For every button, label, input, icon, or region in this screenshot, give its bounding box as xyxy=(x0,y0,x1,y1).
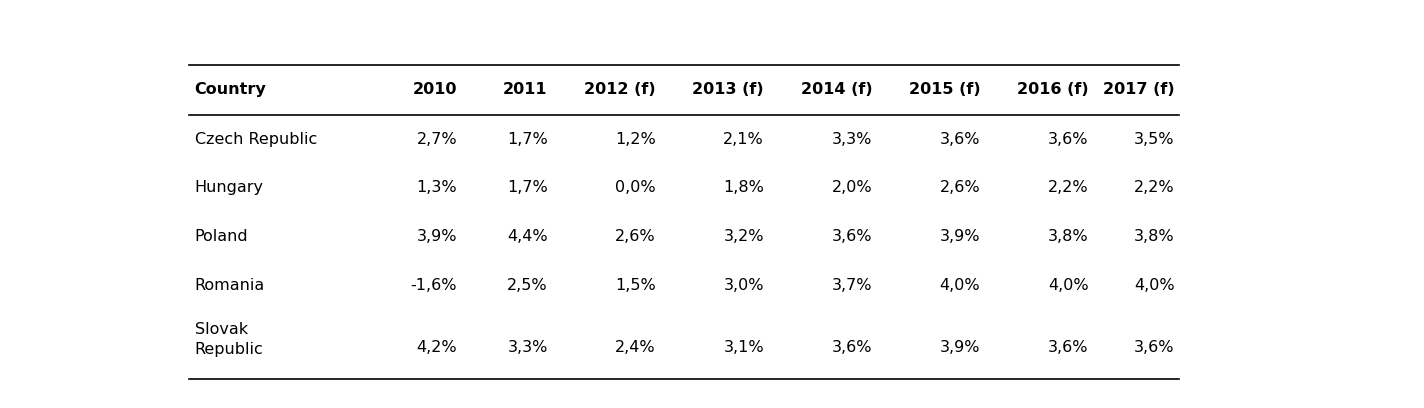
Text: 2,1%: 2,1% xyxy=(723,132,765,147)
Text: 1,2%: 1,2% xyxy=(615,132,656,147)
Text: 0,0%: 0,0% xyxy=(615,180,656,195)
Text: 3,8%: 3,8% xyxy=(1134,229,1175,244)
Text: 2014 (f): 2014 (f) xyxy=(800,82,871,97)
Text: Romania: Romania xyxy=(195,278,265,293)
Text: 1,3%: 1,3% xyxy=(417,180,457,195)
Text: 3,6%: 3,6% xyxy=(1048,340,1088,355)
Text: Country: Country xyxy=(195,82,266,97)
Text: 3,9%: 3,9% xyxy=(940,229,980,244)
Text: 2017 (f): 2017 (f) xyxy=(1104,82,1175,97)
Text: 3,8%: 3,8% xyxy=(1048,229,1088,244)
Text: 2,6%: 2,6% xyxy=(940,180,980,195)
Text: 3,3%: 3,3% xyxy=(507,340,548,355)
Text: Hungary: Hungary xyxy=(195,180,263,195)
Text: 2010: 2010 xyxy=(413,82,457,97)
Text: Poland: Poland xyxy=(195,229,248,244)
Text: -1,6%: -1,6% xyxy=(410,278,457,293)
Text: 2,4%: 2,4% xyxy=(615,340,656,355)
Text: 3,1%: 3,1% xyxy=(723,340,765,355)
Text: 1,8%: 1,8% xyxy=(723,180,765,195)
Text: 3,6%: 3,6% xyxy=(832,340,871,355)
Text: 2012 (f): 2012 (f) xyxy=(584,82,656,97)
Text: 1,5%: 1,5% xyxy=(615,278,656,293)
Text: 2,0%: 2,0% xyxy=(832,180,871,195)
Text: 3,9%: 3,9% xyxy=(940,340,980,355)
Text: 1,7%: 1,7% xyxy=(507,180,548,195)
Text: 2013 (f): 2013 (f) xyxy=(692,82,765,97)
Text: 3,5%: 3,5% xyxy=(1134,132,1175,147)
Text: 2011: 2011 xyxy=(503,82,548,97)
Text: 3,0%: 3,0% xyxy=(723,278,765,293)
Text: 2,6%: 2,6% xyxy=(615,229,656,244)
Text: 4,0%: 4,0% xyxy=(1134,278,1175,293)
Text: 2016 (f): 2016 (f) xyxy=(1017,82,1088,97)
Text: 4,0%: 4,0% xyxy=(940,278,980,293)
Text: 2,2%: 2,2% xyxy=(1134,180,1175,195)
Text: 3,9%: 3,9% xyxy=(417,229,457,244)
Text: 3,6%: 3,6% xyxy=(1134,340,1175,355)
Text: 4,0%: 4,0% xyxy=(1048,278,1088,293)
Text: 2,5%: 2,5% xyxy=(507,278,548,293)
Text: Slovak
Republic: Slovak Republic xyxy=(195,322,263,357)
Text: 2015 (f): 2015 (f) xyxy=(909,82,980,97)
Text: 2,2%: 2,2% xyxy=(1048,180,1088,195)
Text: 3,6%: 3,6% xyxy=(832,229,871,244)
Text: 3,7%: 3,7% xyxy=(832,278,871,293)
Text: 3,6%: 3,6% xyxy=(940,132,980,147)
Text: 1,7%: 1,7% xyxy=(507,132,548,147)
Text: 3,6%: 3,6% xyxy=(1048,132,1088,147)
Text: 3,3%: 3,3% xyxy=(832,132,871,147)
Text: 3,2%: 3,2% xyxy=(723,229,765,244)
Text: Czech Republic: Czech Republic xyxy=(195,132,316,147)
Text: 2,7%: 2,7% xyxy=(417,132,457,147)
Text: 4,2%: 4,2% xyxy=(417,340,457,355)
Text: 4,4%: 4,4% xyxy=(507,229,548,244)
